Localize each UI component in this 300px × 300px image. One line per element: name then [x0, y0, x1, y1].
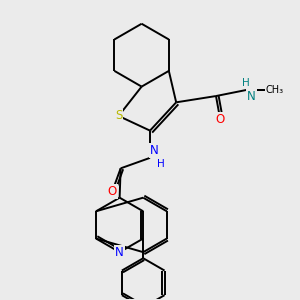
Text: H: H [157, 159, 164, 169]
Text: O: O [108, 185, 117, 198]
Text: N: N [150, 144, 159, 157]
Text: CH₃: CH₃ [266, 85, 284, 95]
Text: O: O [216, 112, 225, 126]
Text: S: S [115, 110, 122, 122]
Text: N: N [247, 89, 256, 103]
Text: H: H [242, 79, 250, 88]
Text: N: N [115, 246, 124, 259]
